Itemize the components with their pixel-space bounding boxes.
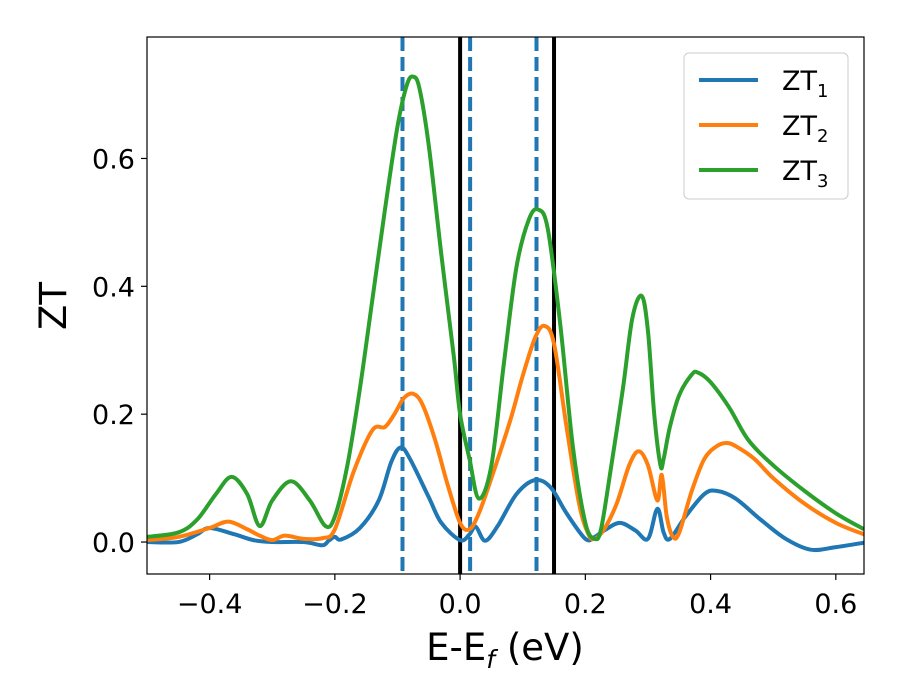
x-axis-label: E-Ef (eV) bbox=[426, 626, 584, 674]
legend: ZT1 ZT2 ZT3 bbox=[683, 52, 849, 200]
y-axis-label: ZT bbox=[32, 282, 75, 330]
y-axis: 0.0 0.2 0.4 0.6 bbox=[92, 144, 147, 559]
x-tick-label: 0.0 bbox=[439, 589, 482, 620]
x-tick-label: 0.6 bbox=[814, 589, 857, 620]
series-line-zt3 bbox=[147, 74, 864, 542]
y-tick-label: 0.0 bbox=[92, 528, 135, 559]
x-axis: −0.4 −0.2 0.0 0.2 0.4 0.6 bbox=[177, 574, 857, 620]
plot-frame bbox=[146, 36, 865, 575]
y-tick-label: 0.2 bbox=[92, 400, 135, 431]
x-tick-label: −0.2 bbox=[302, 589, 368, 620]
reference-lines bbox=[400, 37, 557, 574]
x-tick-label: 0.2 bbox=[564, 589, 607, 620]
x-tick-label: 0.4 bbox=[689, 589, 732, 620]
legend-label-zt3: ZT3 bbox=[782, 156, 828, 192]
x-tick-label: −0.4 bbox=[177, 589, 243, 620]
series-lines bbox=[147, 74, 864, 553]
legend-box bbox=[683, 52, 849, 200]
legend-label-zt2: ZT2 bbox=[782, 111, 828, 147]
series-line-zt1 bbox=[147, 445, 864, 553]
series-line-zt2 bbox=[147, 323, 864, 543]
y-tick-label: 0.6 bbox=[92, 144, 135, 175]
legend-label-zt1: ZT1 bbox=[782, 66, 828, 102]
y-tick-label: 0.4 bbox=[92, 272, 135, 303]
